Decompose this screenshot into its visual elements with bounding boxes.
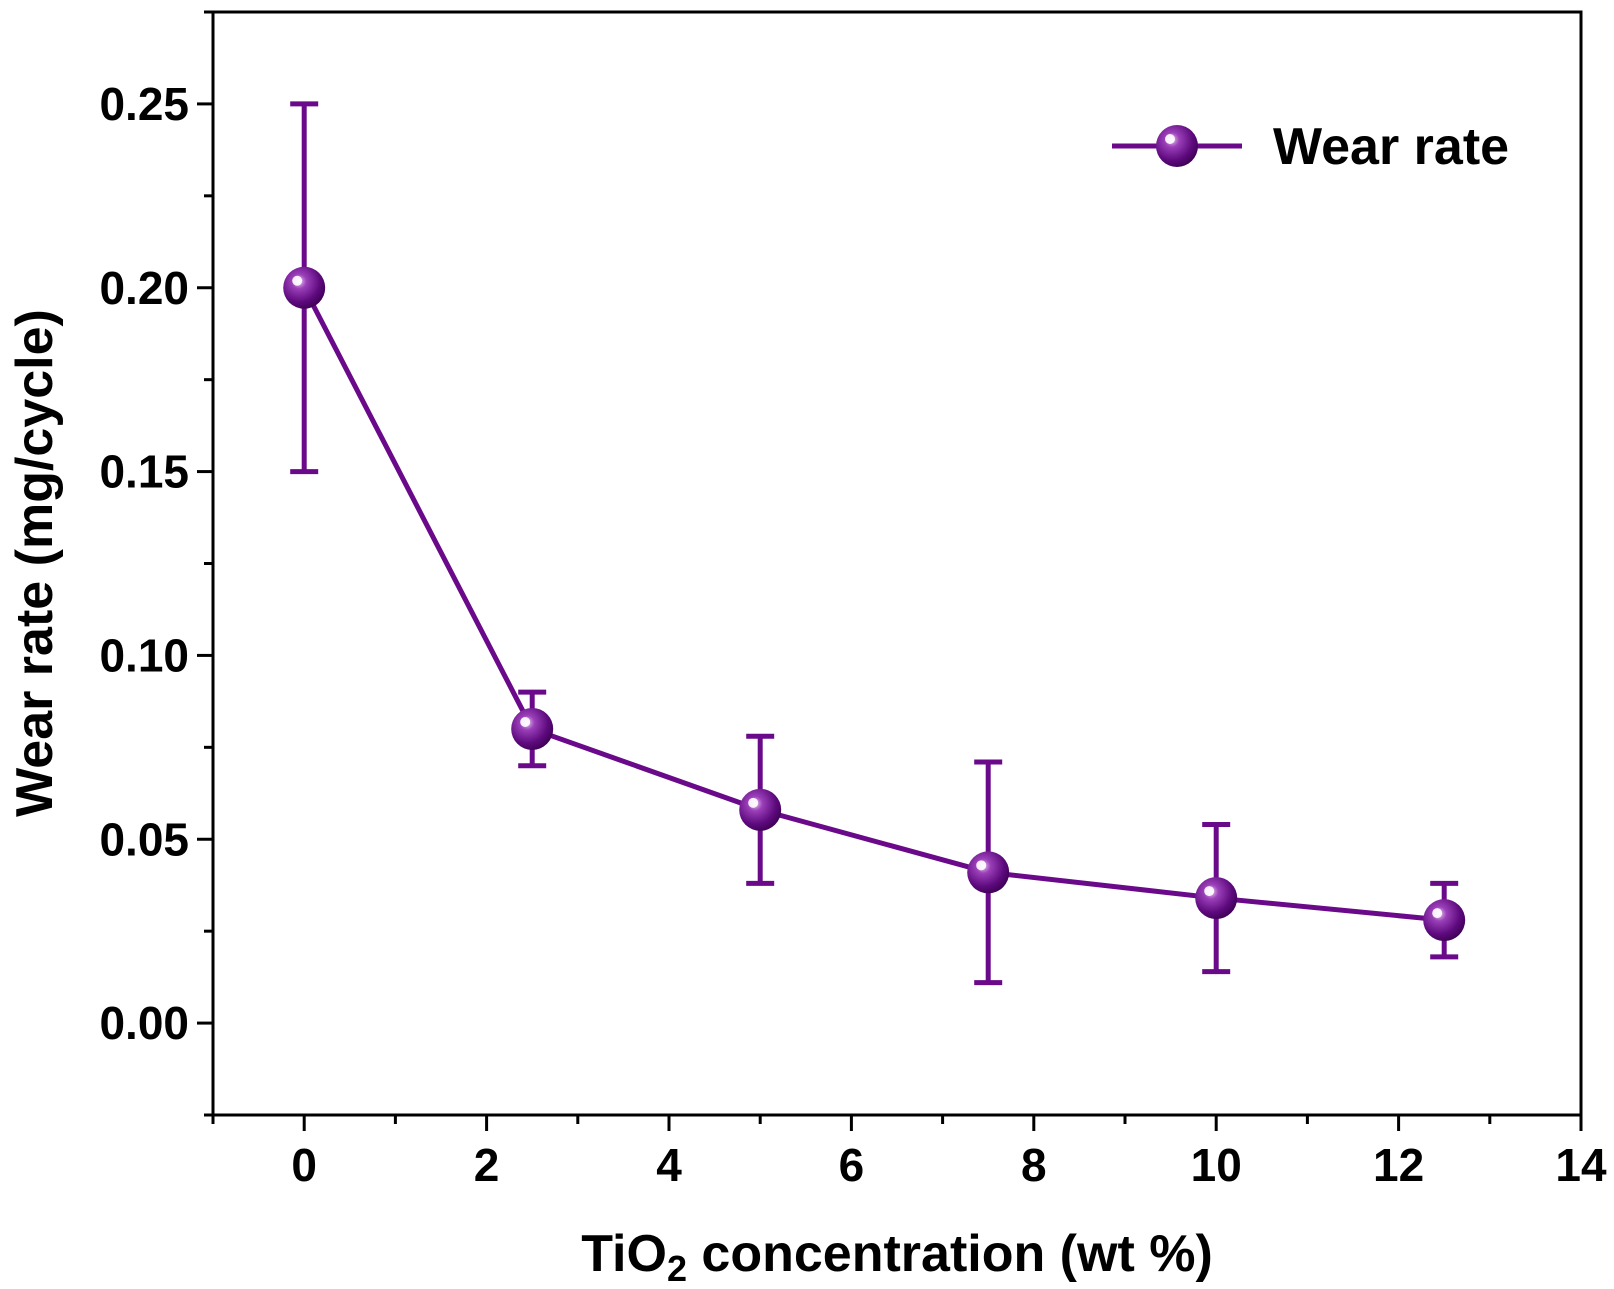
x-tick-label: 8 xyxy=(1021,1139,1047,1191)
plot-frame xyxy=(211,10,1583,1117)
y-tick-label: 0.00 xyxy=(99,997,189,1049)
y-tick-label: 0.10 xyxy=(99,629,189,681)
data-point-highlight xyxy=(292,275,303,286)
data-point xyxy=(1195,877,1238,920)
legend-marker xyxy=(1156,125,1198,167)
x-tick-label: 6 xyxy=(839,1139,865,1191)
series-line xyxy=(301,286,1445,923)
axis-ticks xyxy=(197,10,1583,1131)
data-point-highlight xyxy=(1432,908,1443,919)
y-axis-title: Wear rate (mg/cycle) xyxy=(6,309,64,817)
data-point xyxy=(739,788,782,831)
x-axis-title-main: TiO xyxy=(581,1225,667,1283)
data-point xyxy=(511,707,554,750)
series-layer xyxy=(283,101,1466,986)
legend-label: Wear rate xyxy=(1273,118,1509,176)
data-point xyxy=(1423,899,1466,942)
x-tick-label: 2 xyxy=(474,1139,500,1191)
data-point-highlight xyxy=(748,797,759,808)
x-tick-label: 0 xyxy=(291,1139,317,1191)
x-axis-title-subscript: 2 xyxy=(667,1248,687,1289)
legend-marker-highlight xyxy=(1165,134,1175,144)
x-tick-label: 12 xyxy=(1373,1139,1424,1191)
x-axis-title: TiO2 concentration (wt %) xyxy=(581,1225,1213,1289)
y-tick-label: 0.05 xyxy=(99,813,189,865)
data-point-highlight xyxy=(1204,886,1215,897)
data-point-highlight xyxy=(976,860,987,871)
x-tick-label: 14 xyxy=(1555,1139,1607,1191)
legend: Wear rate xyxy=(1112,118,1509,176)
data-point xyxy=(283,266,326,309)
axis-tick-labels: 0 2 4 6 8 10 12 14 0.00 0.05 0.10 0.15 0.20 0.25 xyxy=(99,78,1607,1191)
x-tick-label: 4 xyxy=(656,1139,682,1191)
y-tick-label: 0.25 xyxy=(99,78,189,130)
y-tick-label: 0.20 xyxy=(99,262,189,314)
data-point xyxy=(967,851,1010,894)
x-tick-label: 10 xyxy=(1191,1139,1242,1191)
data-point-highlight xyxy=(520,716,531,727)
x-axis-title-rest: concentration (wt %) xyxy=(687,1225,1213,1283)
y-tick-label: 0.15 xyxy=(99,446,189,498)
